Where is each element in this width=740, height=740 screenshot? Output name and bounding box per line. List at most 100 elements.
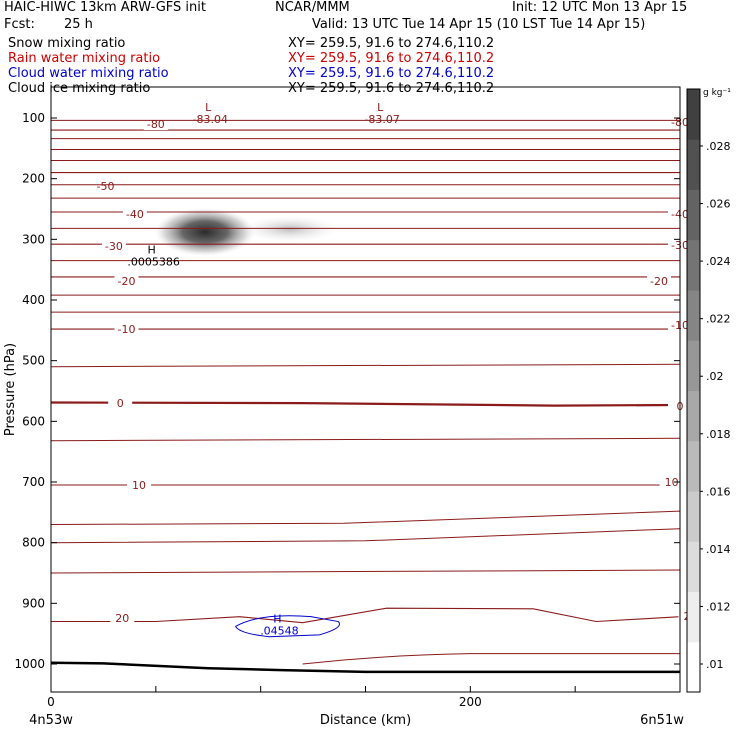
isotherm-label: -50 bbox=[97, 180, 115, 193]
colorbar-segment bbox=[687, 290, 700, 341]
isotherm-line bbox=[50, 363, 681, 368]
y-tick-label: 200 bbox=[22, 172, 45, 186]
isotherm-label: -20 bbox=[650, 275, 668, 288]
colorbar-segment bbox=[687, 340, 700, 391]
y-tick-label: 700 bbox=[22, 475, 45, 489]
colorbar-tick-label: .012 bbox=[706, 600, 731, 613]
y-tick-label: 400 bbox=[22, 293, 45, 307]
colorbar-segment bbox=[687, 440, 700, 492]
isotherm-label: 20 bbox=[115, 612, 129, 625]
colorbar-tick-label: .014 bbox=[706, 543, 731, 556]
y-tick-label: 600 bbox=[22, 414, 45, 428]
y-tick-label: 500 bbox=[22, 354, 45, 368]
colorbar-segment bbox=[687, 390, 700, 442]
isotherm-line bbox=[50, 437, 681, 442]
field-name-cloud-water: Cloud water mixing ratio bbox=[8, 66, 169, 81]
y-tick-label: 800 bbox=[22, 536, 45, 550]
colorbar-segment bbox=[687, 541, 700, 592]
colorbar-tick-label: .022 bbox=[706, 313, 731, 326]
isotherm-label: 10 bbox=[132, 479, 146, 492]
forecast-label: Fcst: bbox=[4, 17, 35, 32]
isotherm-label-bg bbox=[122, 207, 147, 220]
isotherm-line bbox=[50, 528, 681, 544]
y-tick-label: 300 bbox=[22, 232, 45, 246]
colorbar-tick-label: .016 bbox=[706, 485, 731, 498]
colorbar-segment bbox=[687, 641, 700, 693]
isotherm-label: -30 bbox=[105, 240, 123, 253]
colorbar-tick-label: .028 bbox=[706, 140, 731, 153]
colorbar-tick-label: .01 bbox=[706, 658, 724, 671]
y-tick-label: 900 bbox=[22, 596, 45, 610]
colorbar-segment bbox=[687, 239, 700, 291]
extremum-symbol: L bbox=[377, 101, 384, 114]
x-axis-title: Distance (km) bbox=[320, 713, 411, 728]
cloud-ice-tail bbox=[242, 216, 338, 242]
colorbar: .01 .012 .014 .016 .018 .02 .022 .024 .026 .028 g … bbox=[686, 88, 731, 693]
isotherm-0 bbox=[50, 401, 681, 407]
cloud-water-contour bbox=[235, 615, 340, 638]
isotherm-label-bg bbox=[110, 611, 135, 624]
terrain-line bbox=[50, 661, 680, 674]
forecast-hours: 25 h bbox=[64, 17, 93, 32]
x-tick-label: 200 bbox=[459, 695, 482, 709]
field-xy-snow: XY= 259.5, 91.6 to 274.6,110.2 bbox=[288, 36, 495, 51]
colorbar-tick-label: .024 bbox=[706, 255, 731, 268]
x-start-label: 4n53w bbox=[29, 713, 73, 728]
cloud-ice-core bbox=[155, 208, 255, 256]
isotherm-label-bg bbox=[127, 478, 152, 491]
extremum-value: .0005386 bbox=[127, 256, 180, 269]
isotherm-line bbox=[50, 569, 681, 574]
isotherm-label-bg bbox=[114, 322, 139, 335]
field-xy-rain: XY= 259.5, 91.6 to 274.6,110.2 bbox=[288, 51, 495, 66]
isotherm-label: 0 bbox=[117, 397, 124, 410]
colorbar-tick-label: .018 bbox=[706, 428, 731, 441]
extremum-value: -83.07 bbox=[364, 113, 399, 126]
y-axis-title: Pressure (hPa) bbox=[3, 343, 18, 436]
colorbar-segment bbox=[687, 591, 700, 643]
field-name-rain: Rain water mixing ratio bbox=[8, 51, 161, 66]
temperature-contours: -80 -80-50-40 -40-30 -30-20 -20-10 -100 010 102… bbox=[50, 115, 703, 625]
extremum-symbol: H bbox=[273, 612, 281, 625]
colorbar-tick-label: .026 bbox=[706, 198, 731, 211]
unlabeled-isotherms bbox=[50, 119, 681, 665]
field-name-cloud-ice: Cloud ice mixing ratio bbox=[8, 81, 151, 96]
extremum-symbol: L bbox=[205, 101, 212, 114]
plot-frame bbox=[50, 86, 681, 693]
y-tick-label: 1000 bbox=[14, 657, 45, 671]
isotherm-label: -80 bbox=[147, 118, 165, 131]
field-xy-cloud-water: XY= 259.5, 91.6 to 274.6,110.2 bbox=[288, 66, 495, 81]
model-title: HAIC-HIWC 13km ARW-GFS init bbox=[4, 0, 206, 15]
colorbar-segment bbox=[687, 89, 700, 140]
isotherm-label: -20 bbox=[117, 275, 135, 288]
institution-label: NCAR/MMM bbox=[275, 0, 350, 15]
isotherm-20 bbox=[51, 607, 681, 624]
isotherm-label-bg bbox=[114, 274, 139, 287]
x-end-label: 6n51w bbox=[640, 713, 684, 728]
field-name-snow: Snow mixing ratio bbox=[8, 36, 126, 51]
colorbar-segment bbox=[687, 139, 700, 190]
extremum-value: -83.04 bbox=[193, 113, 228, 126]
isotherm-label-bg bbox=[108, 396, 133, 409]
isotherm-label-bg bbox=[93, 179, 118, 192]
colorbar-unit: g kg⁻¹ bbox=[703, 88, 731, 98]
isotherm-label-bg bbox=[647, 274, 672, 287]
valid-time: Valid: 13 UTC Tue 14 Apr 15 (10 LST Tue … bbox=[312, 17, 646, 32]
colorbar-frame bbox=[686, 88, 701, 693]
isotherm-label: -40 bbox=[126, 208, 144, 221]
isotherm-label-bg bbox=[101, 239, 126, 252]
colorbar-segment bbox=[687, 491, 700, 542]
isotherm-line bbox=[302, 653, 680, 665]
extremum-value: .04548 bbox=[260, 624, 299, 637]
init-time: Init: 12 UTC Mon 13 Apr 15 bbox=[512, 0, 688, 15]
isotherm-label: 10 bbox=[665, 476, 679, 489]
y-tick-label: 100 bbox=[22, 111, 45, 125]
isotherm-label-bg bbox=[659, 475, 684, 488]
colorbar-segment bbox=[687, 189, 700, 241]
x-tick-label: 0 bbox=[47, 695, 55, 709]
colorbar-tick-label: .02 bbox=[706, 370, 724, 383]
field-xy-cloud-ice: XY= 259.5, 91.6 to 274.6,110.2 bbox=[288, 81, 495, 96]
isotherm-line bbox=[50, 510, 681, 525]
